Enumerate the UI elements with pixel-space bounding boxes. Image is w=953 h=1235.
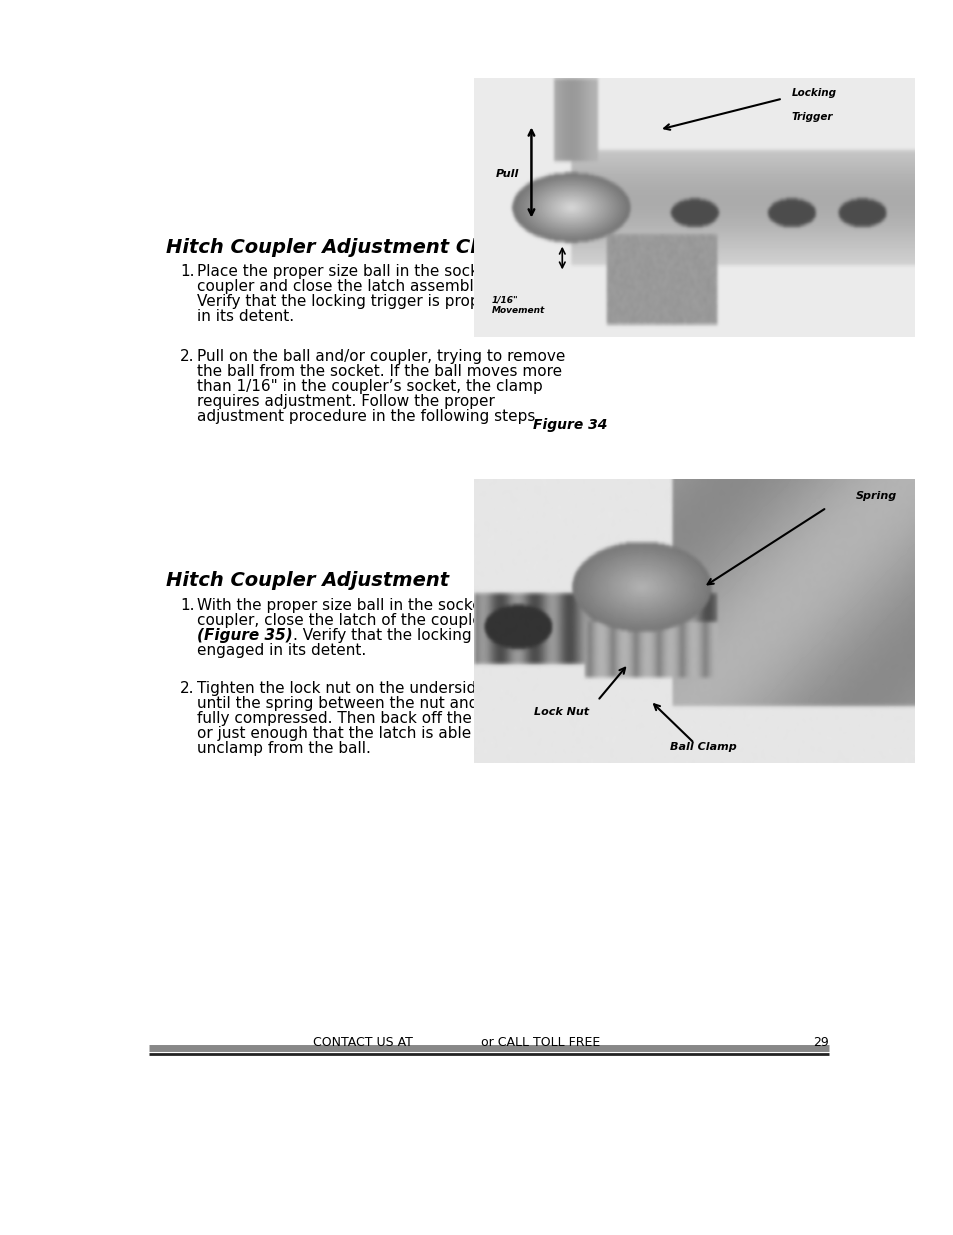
Text: Pull on the ball and/or coupler, trying to remove: Pull on the ball and/or coupler, trying … bbox=[196, 348, 565, 364]
Text: or just enough that the latch is able to clamp and: or just enough that the latch is able to… bbox=[196, 726, 576, 741]
Text: unclamp from the ball.: unclamp from the ball. bbox=[196, 741, 371, 756]
Text: until the spring between the nut and the clamp is: until the spring between the nut and the… bbox=[196, 695, 577, 711]
Text: adjustment procedure in the following steps.: adjustment procedure in the following st… bbox=[196, 409, 539, 424]
Text: With the proper size ball in the socket of the hitch: With the proper size ball in the socket … bbox=[196, 598, 579, 613]
Text: 1.: 1. bbox=[180, 598, 194, 613]
Text: in its detent.: in its detent. bbox=[196, 309, 294, 325]
Text: Tighten the lock nut on the underside of the coupler: Tighten the lock nut on the underside of… bbox=[196, 680, 597, 695]
Text: .: . bbox=[582, 279, 587, 294]
Text: coupler, close the latch of the coupler completely: coupler, close the latch of the coupler … bbox=[196, 613, 578, 629]
Text: (Figure 35): (Figure 35) bbox=[196, 629, 293, 643]
Text: Spring: Spring bbox=[855, 490, 897, 500]
Text: Verify that the locking trigger is properly engaged: Verify that the locking trigger is prope… bbox=[196, 294, 580, 309]
Text: engaged in its detent.: engaged in its detent. bbox=[196, 643, 366, 658]
Text: Hitch Coupler Adjustment: Hitch Coupler Adjustment bbox=[166, 572, 449, 590]
Text: 2.: 2. bbox=[180, 680, 194, 695]
Text: coupler and close the latch assembly: coupler and close the latch assembly bbox=[196, 279, 487, 294]
Text: Lock Nut: Lock Nut bbox=[533, 708, 588, 718]
Text: CONTACT US AT: CONTACT US AT bbox=[313, 1036, 413, 1049]
Text: fully compressed. Then back off the lock nut 1/2 turn: fully compressed. Then back off the lock… bbox=[196, 711, 602, 726]
Text: Place the proper size ball in the socket of the: Place the proper size ball in the socket… bbox=[196, 264, 543, 279]
Text: 1/16"
Movement: 1/16" Movement bbox=[491, 295, 544, 315]
Text: 1.: 1. bbox=[180, 264, 194, 279]
Text: or CALL TOLL FREE: or CALL TOLL FREE bbox=[480, 1036, 599, 1049]
Text: 2.: 2. bbox=[180, 348, 194, 364]
Text: the ball from the socket. If the ball moves more: the ball from the socket. If the ball mo… bbox=[196, 364, 561, 379]
Text: Trigger: Trigger bbox=[791, 111, 832, 121]
Text: than 1/16" in the coupler’s socket, the clamp: than 1/16" in the coupler’s socket, the … bbox=[196, 379, 542, 394]
Text: Pull: Pull bbox=[496, 169, 519, 179]
Text: Hitch Coupler Adjustment Check: Hitch Coupler Adjustment Check bbox=[166, 237, 521, 257]
Text: Figure 35: Figure 35 bbox=[533, 746, 607, 760]
Text: . Verify that the locking trigger is properly: . Verify that the locking trigger is pro… bbox=[293, 629, 614, 643]
Text: (Figure 34): (Figure 34) bbox=[487, 279, 582, 294]
Text: Ball Clamp: Ball Clamp bbox=[669, 742, 736, 752]
Text: Figure 34: Figure 34 bbox=[533, 419, 607, 432]
Text: Locking: Locking bbox=[791, 88, 836, 98]
Text: 29: 29 bbox=[812, 1036, 828, 1049]
Text: requires adjustment. Follow the proper: requires adjustment. Follow the proper bbox=[196, 394, 495, 409]
